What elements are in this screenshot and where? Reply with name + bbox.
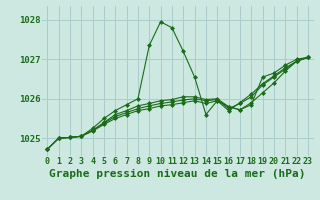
X-axis label: Graphe pression niveau de la mer (hPa): Graphe pression niveau de la mer (hPa) — [49, 169, 306, 179]
